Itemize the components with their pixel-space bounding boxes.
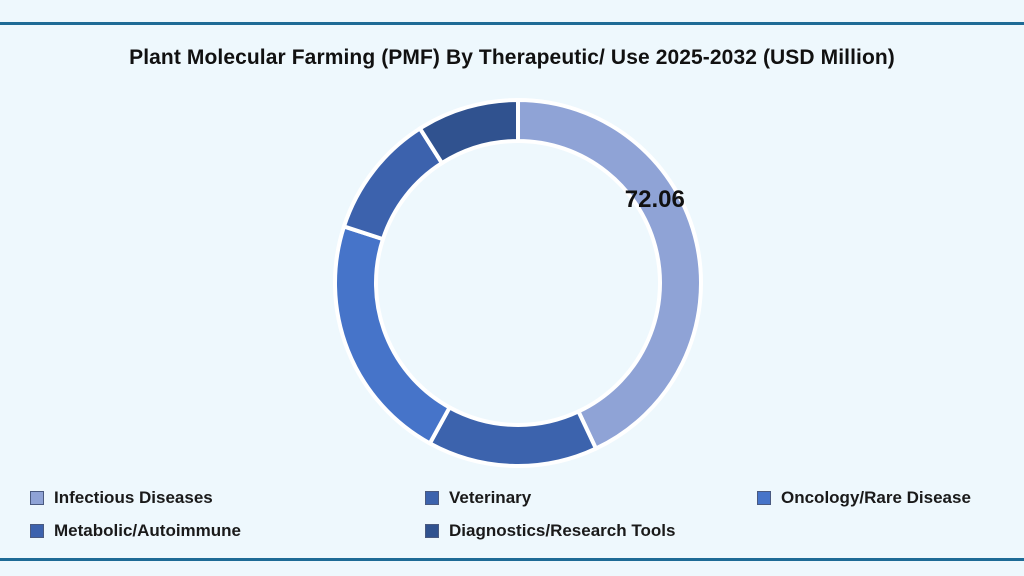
donut-slice-infectious-diseases [516,97,703,452]
legend-label: Diagnostics/Research Tools [449,521,676,540]
legend-label: Metabolic/Autoimmune [54,521,242,540]
donut-slice-oncology-rare-disease [333,223,453,447]
legend-item-infectious-diseases: Infectious Diseases [30,488,213,508]
legend-label: Infectious Diseases [54,488,213,507]
donut-slice-veterinary [427,404,599,468]
legend-swatch-metabolic-autoimmune [30,524,44,538]
legend-label: Oncology/Rare Disease [781,488,971,507]
legend-item-diagnostics-research-tools: Diagnostics/Research Tools [425,521,675,541]
legend-swatch-veterinary [425,491,439,505]
legend-swatch-oncology-rare-disease [757,491,771,505]
legend-swatch-diagnostics-research-tools [425,524,439,538]
top-rule [0,22,1024,25]
donut-slices [333,97,703,468]
legend-label: Veterinary [449,488,532,507]
bottom-rule [0,558,1024,561]
data-label-infectious-diseases: 72.06 [625,186,685,213]
legend-item-oncology-rare-disease: Oncology/Rare Disease [757,488,971,508]
legend-item-veterinary: Veterinary [425,488,531,508]
donut-slice-diagnostics-research-tools [417,97,520,166]
chart-title: Plant Molecular Farming (PMF) By Therape… [129,46,895,69]
donut-slice-metabolic-autoimmune [341,125,445,242]
legend-item-metabolic-autoimmune: Metabolic/Autoimmune [30,521,241,541]
legend-swatch-infectious-diseases [30,491,44,505]
